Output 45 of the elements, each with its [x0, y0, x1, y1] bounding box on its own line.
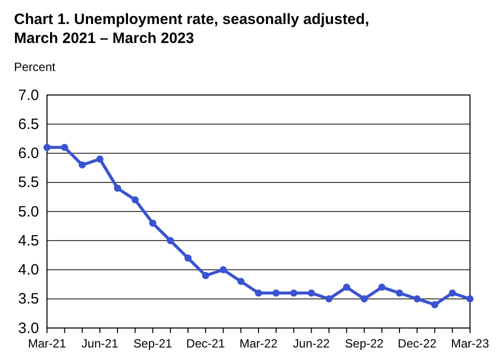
y-tick-label: 3.0 [18, 320, 39, 337]
point [78, 161, 86, 168]
x-tick-label: Jun-21 [82, 336, 119, 351]
point [96, 156, 104, 163]
y-tick-label: 4.0 [18, 262, 39, 279]
point [378, 284, 386, 291]
point [431, 301, 438, 308]
y-tick-label: 6.5 [18, 116, 39, 133]
point [43, 144, 51, 151]
point [448, 289, 456, 297]
point [343, 284, 350, 291]
y-tick-label: 5.5 [18, 174, 39, 192]
x-tick-label: Sep-22 [344, 336, 384, 351]
point [254, 289, 262, 297]
x-tick-label: Jun-22 [293, 336, 330, 351]
point [325, 295, 333, 302]
x-tick-label: Dec-21 [186, 336, 226, 351]
point [290, 289, 298, 297]
point [466, 295, 474, 302]
point [114, 184, 122, 192]
point [396, 289, 404, 297]
y-tick-label: 7.0 [18, 86, 39, 104]
point [149, 220, 156, 227]
point [166, 237, 174, 244]
x-tick-label: Dec-22 [398, 336, 437, 351]
point [202, 272, 210, 280]
point [61, 144, 68, 151]
x-tick-label: Mar-23 [450, 336, 490, 351]
point [414, 295, 421, 302]
point [308, 289, 315, 297]
point [220, 266, 227, 274]
y-axis-title: Percent [14, 60, 56, 74]
point [272, 289, 280, 297]
chart-title: Chart 1. Unemployment rate, seasonally adjusted, March 2021 – March 2023 [14, 11, 370, 47]
point [132, 196, 139, 204]
point [360, 295, 368, 302]
point [237, 278, 244, 285]
point [184, 254, 192, 262]
x-tick-label: Mar-22 [239, 336, 278, 351]
y-tick-label: 5.0 [18, 203, 39, 220]
x-tick-label: Mar-21 [28, 336, 66, 351]
x-tick-label: Sep-21 [133, 336, 172, 351]
y-tick-label: 4.5 [18, 232, 39, 250]
y-tick-label: 3.5 [18, 290, 39, 308]
y-tick-label: 6.0 [18, 145, 39, 162]
